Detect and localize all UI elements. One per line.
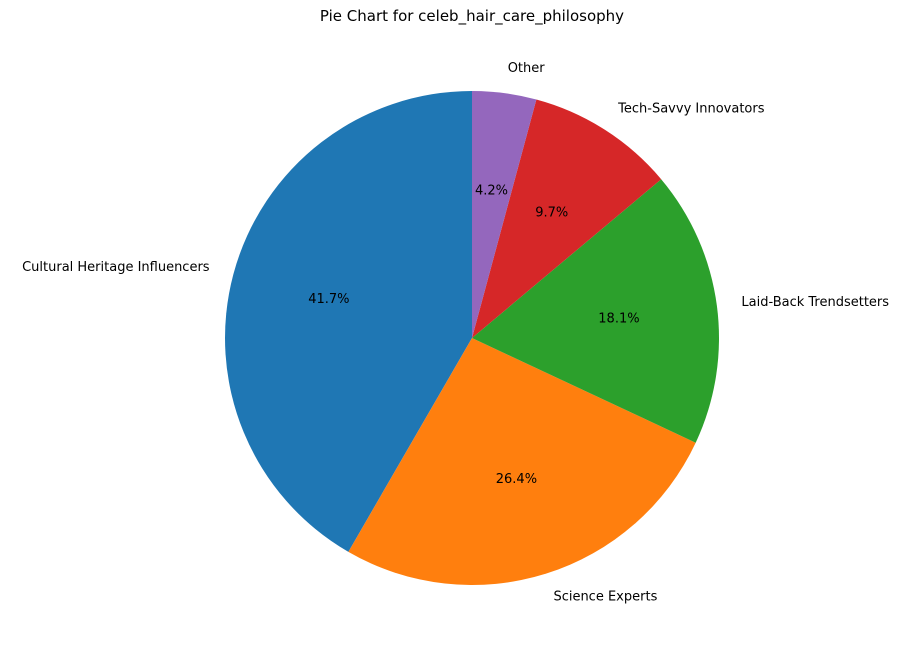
- pct-label-science-experts: 26.4%: [496, 472, 537, 487]
- pie-slice-laid-back-trendsetters: [472, 179, 719, 443]
- pie-slice-science-experts: [348, 338, 696, 585]
- pie-slices: [225, 91, 719, 585]
- pie-slice-tech-savvy-innovators: [472, 99, 662, 338]
- slice-label-cultural-heritage-influencers: Cultural Heritage Influencers: [22, 260, 210, 275]
- pct-label-tech-savvy-innovators: 9.7%: [535, 206, 568, 221]
- pie-labels: Cultural Heritage Influencers 41.7% Scienc…: [22, 61, 889, 605]
- slice-label-tech-savvy-innovators: Tech-Savvy Innovators: [617, 101, 765, 116]
- pie-slice-other: [472, 91, 537, 338]
- slice-label-laid-back-trendsetters: Laid-Back Trendsetters: [741, 295, 889, 310]
- pct-label-laid-back-trendsetters: 18.1%: [598, 311, 639, 326]
- pct-label-other: 4.2%: [475, 184, 508, 199]
- slice-label-science-experts: Science Experts: [553, 590, 657, 605]
- pct-label-cultural-heritage-influencers: 41.7%: [308, 292, 349, 307]
- chart-title: Pie Chart for celeb_hair_care_philosophy: [320, 7, 624, 26]
- slice-label-other: Other: [508, 61, 546, 76]
- pie-slice-cultural-heritage-influencers: [225, 91, 472, 552]
